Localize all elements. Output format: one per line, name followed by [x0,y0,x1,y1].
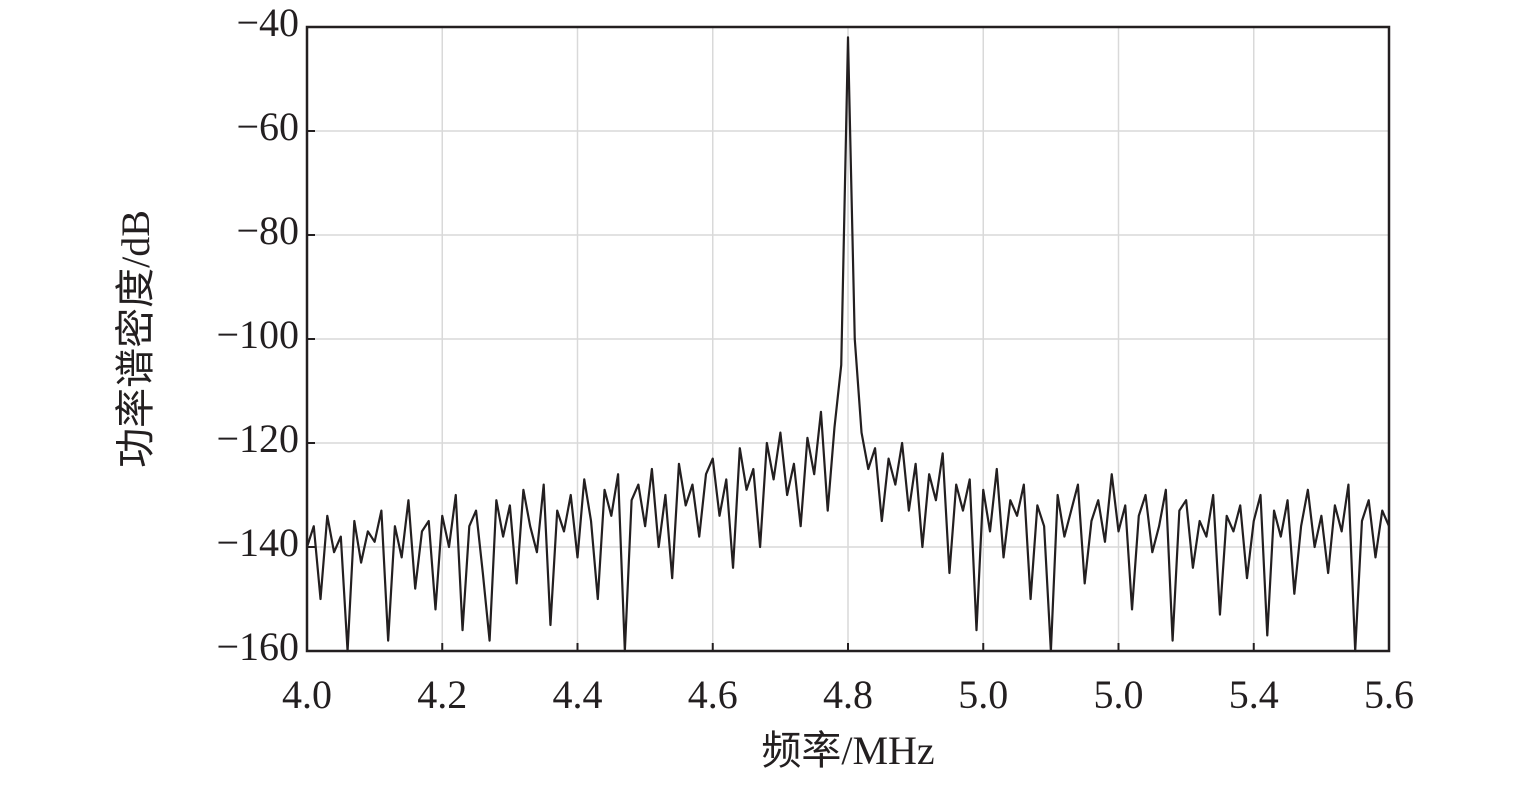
y-tick-label: −80 [236,208,299,253]
x-tick-label: 5.0 [958,672,1008,717]
y-tick-label: −60 [236,104,299,149]
x-tick-label: 4.6 [688,672,738,717]
grid [306,26,1390,652]
x-axis-label: 频率/MHz [761,728,934,773]
y-axis-label: 功率谱密度/dB [113,210,158,468]
y-tick-label: −140 [216,520,299,565]
plot [305,36,1391,653]
x-tick-label: 4.4 [553,672,603,717]
y-tick-label: −100 [216,312,299,357]
x-tick-label: 4.2 [417,672,467,717]
y-tick-label: −120 [216,416,299,461]
x-tick-label: 4.8 [823,672,873,717]
x-tick-label: 5.6 [1364,672,1414,717]
y-tick-label: −40 [236,0,299,45]
y-tick-label: −160 [216,624,299,669]
x-tick-label: 5.4 [1229,672,1279,717]
x-tick-label: 4.0 [282,672,332,717]
x-tick-label: 5.0 [1094,672,1144,717]
spectrum-line [305,36,1391,653]
